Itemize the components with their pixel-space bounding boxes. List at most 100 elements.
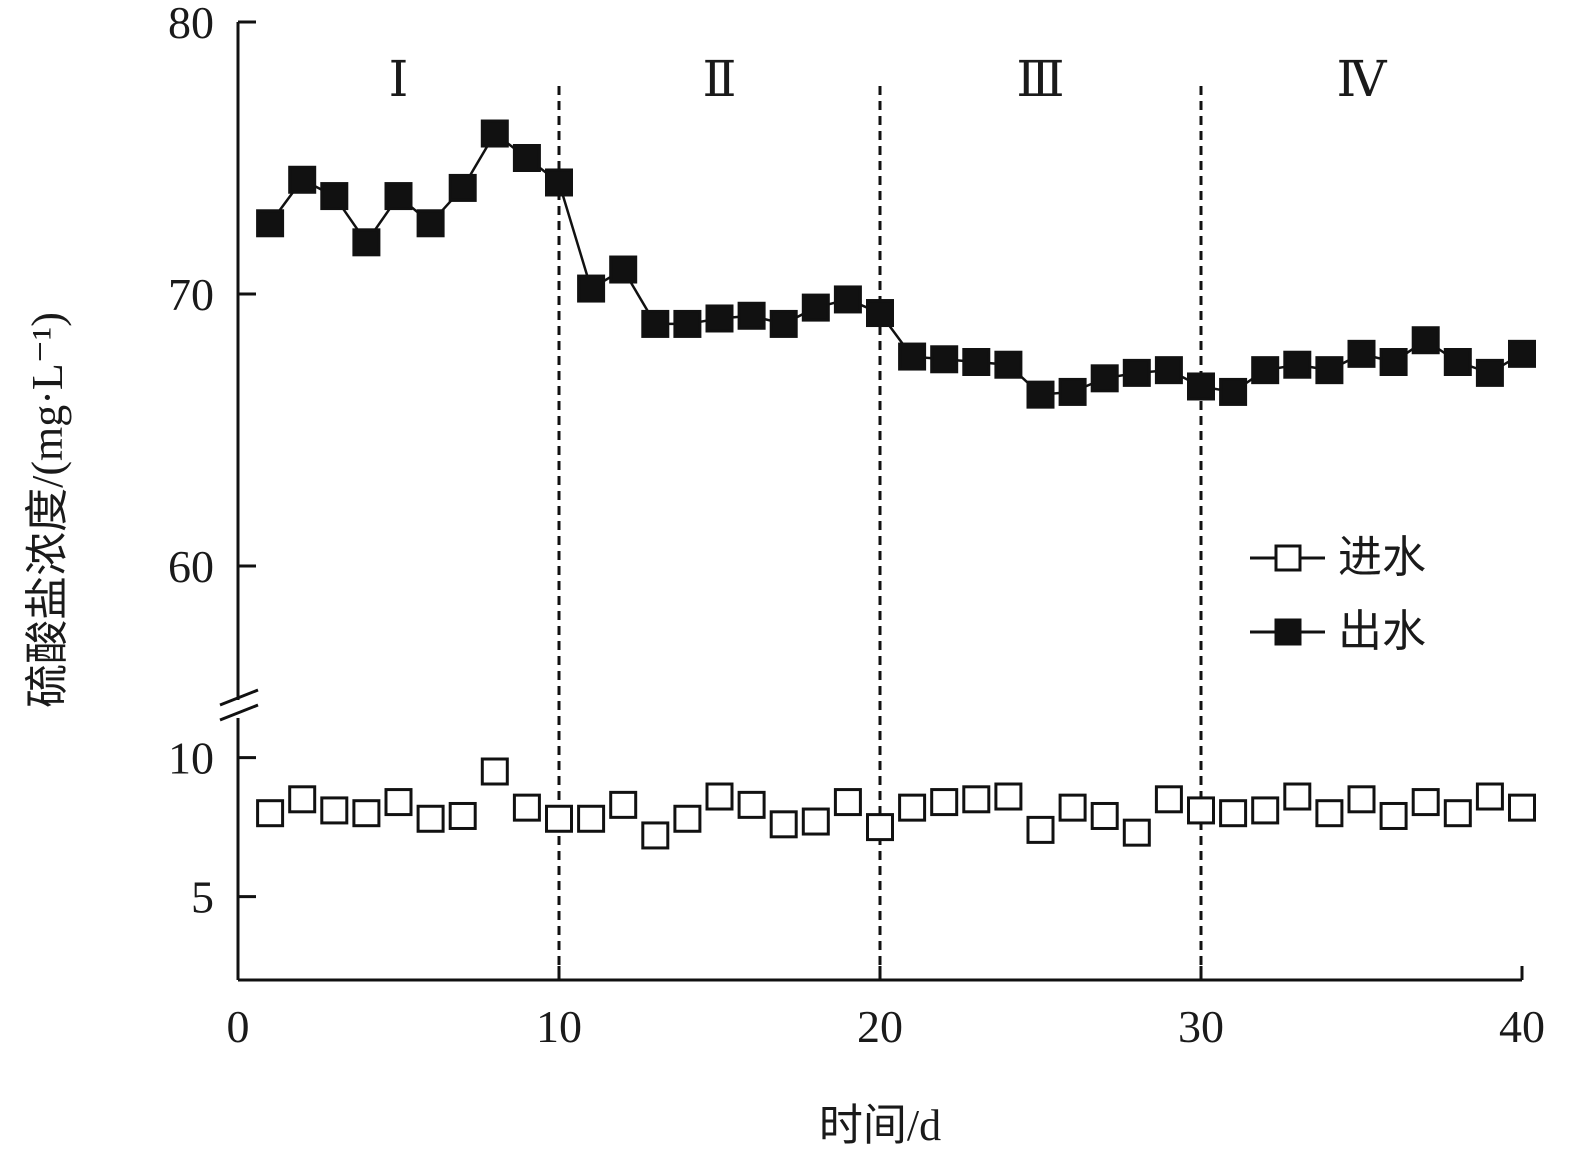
outflow-point (1411, 326, 1440, 355)
outflow-point (833, 285, 862, 314)
inflow-point (769, 810, 798, 839)
axis-break-mark (219, 688, 259, 707)
outflow-point (1090, 364, 1119, 393)
outflow-point (545, 168, 573, 197)
x-tick-label: 20 (857, 1001, 903, 1052)
outflow-point (994, 350, 1023, 379)
outflow-point (1283, 350, 1312, 379)
outflow-point (256, 209, 285, 238)
outflow-point (1026, 380, 1055, 409)
inflow-point (866, 813, 894, 842)
outflow-point (1475, 358, 1504, 387)
inflow-point (512, 793, 541, 822)
inflow-point (1379, 801, 1408, 830)
y-tick-label: 80 (168, 0, 214, 48)
legend: 进水 出水 (1250, 533, 1426, 656)
inflow-point (1315, 799, 1344, 828)
outflow-point (1187, 372, 1215, 401)
phase-label: Ⅲ (1016, 51, 1064, 107)
phase-label: Ⅰ (389, 51, 409, 107)
outflow-point (962, 348, 991, 376)
series-line-1 (269, 131, 1523, 396)
inflow-point (545, 804, 573, 833)
inflow-point (898, 793, 927, 822)
inflow-point (994, 782, 1023, 811)
axis-ticks: 0 10 20 30 40 60 70 80 5 10 (168, 0, 1545, 1052)
y-tick-label: 10 (168, 733, 214, 784)
inflow-point (1122, 818, 1151, 847)
inflow-point (577, 804, 606, 833)
outflow-point (288, 165, 317, 194)
inflow-point (1058, 793, 1087, 822)
series-lines (269, 131, 1523, 396)
outflow-point (1508, 339, 1536, 368)
outflow-point (1219, 377, 1248, 406)
inflow-point (1026, 815, 1055, 844)
legend-label-inflow: 进水 (1338, 533, 1426, 582)
x-tick-label: 40 (1499, 1001, 1545, 1052)
outflow-point (1122, 358, 1151, 387)
inflow-point (1347, 785, 1376, 814)
inflow-point (801, 807, 830, 836)
y-tick-label: 60 (168, 541, 214, 592)
outflow-point (1251, 356, 1280, 385)
inflow-point (256, 799, 285, 828)
legend-label-outflow: 出水 (1338, 607, 1426, 656)
outflow-point (1443, 348, 1472, 376)
inflow-point (1475, 782, 1504, 811)
outflow-point (1347, 339, 1376, 368)
inflow-point (833, 788, 862, 817)
x-tick-label: 0 (227, 1001, 250, 1052)
x-tick-label: 10 (536, 1001, 582, 1052)
outflow-point (898, 342, 927, 371)
y-axis-title: 硫酸盐浓度/(mg·L⁻¹) (23, 312, 72, 708)
phase-labels: Ⅰ Ⅱ Ⅲ Ⅳ (389, 51, 1388, 107)
inflow-point (416, 804, 445, 833)
outflow-point (480, 119, 509, 148)
inflow-point (1283, 782, 1312, 811)
inflow-point (737, 790, 766, 819)
inflow-point (609, 790, 638, 819)
outflow-point (673, 309, 702, 338)
outflow-point (1315, 356, 1344, 385)
inflow-point (320, 796, 349, 825)
outflow-point (320, 182, 349, 211)
x-tick-label: 30 (1178, 1001, 1224, 1052)
inflow-point (1508, 793, 1536, 822)
inflow-point (288, 785, 317, 814)
inflow-point (1090, 801, 1119, 830)
outflow-point (384, 182, 413, 211)
phase-label: Ⅳ (1337, 51, 1388, 107)
outflow-point (1058, 377, 1087, 406)
inflow-point (1219, 799, 1248, 828)
outflow-point (512, 144, 541, 172)
outflow-point (705, 304, 734, 333)
outflow-point (801, 293, 830, 322)
inflow-point (1154, 785, 1183, 814)
outflow-point (609, 255, 638, 284)
legend-item-outflow: 出水 (1250, 607, 1426, 656)
outflow-point (930, 345, 959, 374)
outflow-point (1154, 356, 1183, 385)
outflow-point (352, 228, 381, 257)
outflow-point (416, 209, 445, 238)
outflow-point (737, 301, 766, 330)
x-axis-title: 时间/d (819, 1101, 941, 1150)
inflow-point (705, 782, 734, 811)
inflow-point (448, 801, 477, 830)
outflow-point (641, 309, 670, 338)
axis-break-mark (219, 703, 259, 722)
inflow-point (384, 788, 413, 817)
y-tick-label: 5 (191, 872, 214, 923)
series-markers (256, 119, 1536, 850)
legend-marker-open-square (1274, 544, 1302, 572)
inflow-point (641, 821, 670, 850)
inflow-point (1443, 799, 1472, 828)
phase-label: Ⅱ (703, 51, 737, 107)
outflow-point (448, 173, 477, 202)
inflow-point (1251, 796, 1280, 825)
outflow-point (577, 274, 606, 303)
inflow-point (930, 788, 959, 817)
inflow-point (480, 757, 509, 786)
inflow-point (1411, 788, 1440, 817)
